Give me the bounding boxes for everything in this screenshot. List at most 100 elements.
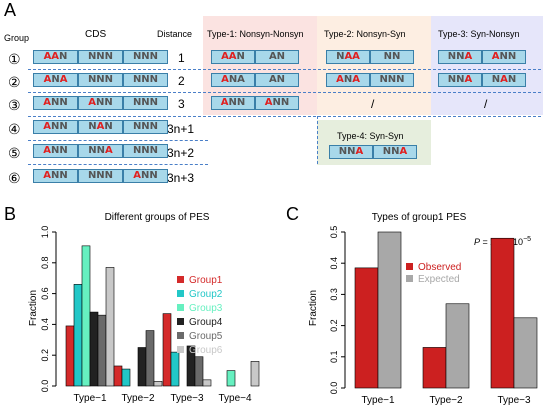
cds-codon: NNN	[123, 50, 168, 64]
y-tick-label: 0.0	[40, 380, 50, 393]
p-exponent: −5	[523, 236, 531, 243]
x-tick-label: Type−1	[73, 393, 107, 404]
cds-codon: NNN	[123, 144, 168, 158]
x-tick-label: Type−4	[218, 393, 252, 404]
type2-codon: NNN	[370, 73, 414, 87]
chart-c-ylabel: Fraction	[308, 290, 319, 326]
bar-group3	[226, 370, 236, 387]
panel-b-chart: Different groups of PES Fraction 0.0 0.2 0…	[28, 212, 260, 404]
y-tick-label: 0.5	[329, 226, 339, 239]
cds-codon: AAN	[33, 50, 78, 64]
cds-codon: ANN	[33, 144, 78, 158]
type1-codon: AAN	[211, 50, 255, 64]
x-tick-label: Type−3	[497, 395, 531, 406]
y-tick-label: 0.2	[329, 319, 339, 332]
type3-row3-na: /	[484, 97, 488, 111]
chart-c-title: Types of group1 PES	[372, 212, 467, 223]
legend-swatch	[177, 346, 184, 353]
bar-group2	[73, 284, 83, 387]
type2-header: Type-2: Nonsyn-Syn	[324, 29, 406, 39]
type2-codon: NN	[370, 50, 414, 64]
y-tick-label: 0.1	[329, 351, 339, 364]
type4-separator	[317, 116, 318, 164]
bar-group1	[162, 313, 172, 387]
chart-b-title: Different groups of PES	[105, 212, 210, 223]
cds-codon: NNA	[78, 144, 123, 158]
y-tick-label: 0.8	[40, 257, 50, 270]
bar-group1	[113, 365, 123, 387]
type3-codon: NNA	[438, 73, 482, 87]
bar-observed	[422, 347, 447, 389]
cds-codon: ANN	[33, 96, 78, 110]
bar-group2	[170, 351, 180, 387]
bar-group6	[250, 361, 260, 387]
x-tick-label: Type−3	[170, 393, 204, 404]
bar-group5	[145, 330, 155, 387]
cds-codon: NNN	[123, 73, 168, 87]
cds-codon: ANN	[78, 96, 123, 110]
cds-codon: ANN	[33, 169, 78, 183]
legend-label: Group1	[189, 275, 223, 286]
cds-codon: NNN	[123, 96, 168, 110]
y-tick-label: 0.4	[40, 318, 50, 331]
panel-a-diagram: A Group CDS Distance Type-1: Nonsyn-Nons…	[0, 0, 550, 200]
bar-expected	[513, 317, 538, 389]
y-tick-label: 0.0	[329, 382, 339, 395]
cds-header: CDS	[85, 29, 107, 40]
panel-c-chart: Types of group1 PES Fraction P = 2.4 × 1…	[308, 212, 538, 406]
type1-header: Type-1: Nonsyn-Nonsyn	[207, 29, 304, 39]
y-tick-label: 0.3	[329, 288, 339, 301]
row-separator	[28, 116, 541, 117]
legend-label: Group3	[189, 303, 223, 314]
y-tick-label: 0.4	[329, 257, 339, 270]
p-label: P	[474, 237, 480, 247]
legend-swatch	[406, 275, 413, 282]
row-2-number: ②	[8, 74, 21, 90]
y-tick-label: 1.0	[40, 226, 50, 239]
cds-codon: NNN	[78, 73, 123, 87]
legend-swatch	[177, 276, 184, 283]
type1-codon: AN	[255, 73, 299, 87]
type3-codon: ANN	[482, 50, 526, 64]
legend-label: Observed	[418, 262, 461, 273]
cds-codon: ANA	[33, 73, 78, 87]
type4-codon: NNA	[373, 145, 417, 159]
bar-group4	[89, 311, 99, 387]
x-tick-label: Type−2	[121, 393, 155, 404]
type4-header: Type-4: Syn-Syn	[337, 131, 404, 141]
row-5-number: ⑤	[8, 145, 21, 161]
bar-group3	[81, 245, 91, 387]
row-2-distance: 2	[178, 74, 185, 88]
legend-swatch	[177, 290, 184, 297]
row-4-number: ④	[8, 121, 21, 137]
legend-label: Group2	[189, 289, 223, 300]
legend-swatch	[177, 318, 184, 325]
cds-codon: ANN	[33, 120, 78, 134]
type2-codon: ANA	[326, 73, 370, 87]
row-6-number: ⑥	[8, 170, 21, 186]
row-4-distance: 3n+1	[167, 122, 195, 136]
panel-a-label: A	[4, 0, 17, 20]
x-tick-label: Type−1	[361, 395, 395, 406]
legend-label: Group6	[189, 345, 223, 356]
legend-label: Group5	[189, 331, 223, 342]
type3-header: Type-3: Syn-Nonsyn	[438, 29, 520, 39]
cds-codon: ANN	[123, 169, 168, 183]
bar-group5	[97, 314, 107, 387]
type3-codon: NAN	[482, 73, 526, 87]
row-1-distance: 1	[178, 51, 185, 65]
legend-label: Expected	[418, 274, 460, 285]
chart-b-ylabel: Fraction	[28, 290, 39, 326]
bar-observed	[490, 237, 515, 389]
row-separator	[28, 140, 208, 141]
row-3-distance: 3	[178, 97, 185, 111]
cds-codon: NNN	[78, 169, 123, 183]
legend-swatch	[406, 263, 413, 270]
bar-expected	[445, 303, 470, 389]
bar-group6	[202, 379, 212, 387]
type1-codon: ANA	[211, 73, 255, 87]
bar-expected	[377, 231, 402, 389]
bar-group6	[105, 267, 115, 387]
group-header: Group	[4, 33, 30, 43]
type4-codon: NNA	[329, 145, 373, 159]
